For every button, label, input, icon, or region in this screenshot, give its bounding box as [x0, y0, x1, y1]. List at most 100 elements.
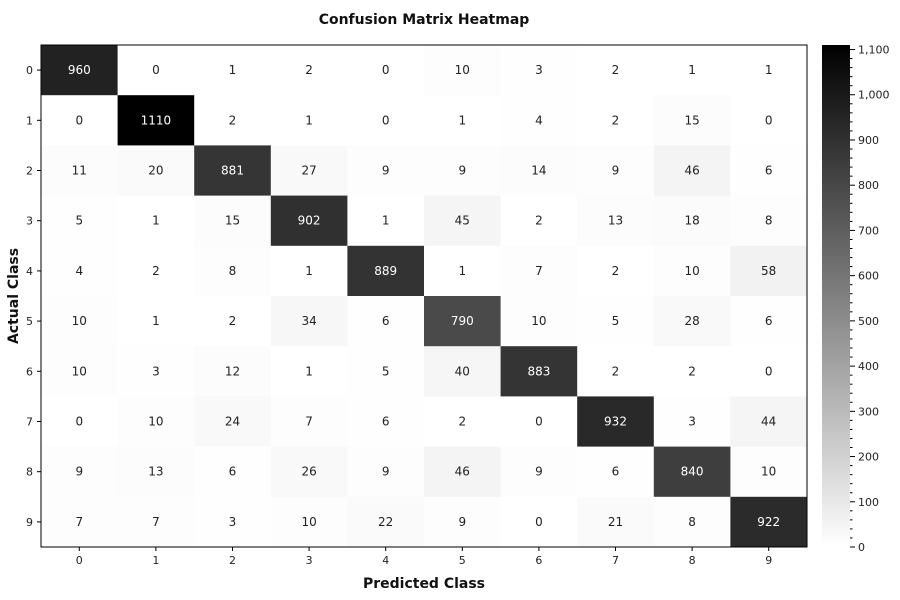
cell-value-label: 11 [72, 164, 87, 178]
x-tick-label: 8 [689, 554, 696, 567]
heatmap-cell [41, 145, 119, 197]
heatmap-cell [347, 346, 425, 397]
heatmap-cell [424, 195, 502, 247]
cell-value-label: 14 [531, 164, 546, 178]
heatmap-cell [500, 346, 578, 397]
heatmap-cell [730, 446, 808, 498]
heatmap-cell [730, 346, 808, 397]
cell-value-label: 0 [765, 113, 773, 127]
cell-value-label: 6 [765, 314, 773, 328]
colorbar-tick-label: 1,000 [858, 89, 890, 102]
heatmap-cell [194, 296, 272, 347]
heatmap-cell [653, 446, 731, 498]
heatmap-cell [500, 245, 578, 297]
cell-value-label: 15 [684, 113, 699, 127]
heatmap-cell [730, 496, 808, 548]
cell-value-label: 44 [761, 415, 776, 429]
cell-value-label: 4 [535, 113, 543, 127]
heatmap-cell [194, 446, 272, 498]
colorbar-tick-label: 0 [858, 541, 865, 554]
cell-value-label: 2 [535, 214, 543, 228]
heatmap-cell [577, 145, 655, 197]
heatmap-cell [41, 245, 119, 297]
colorbar-tick-label: 1,100 [858, 44, 890, 57]
cell-value-label: 2 [612, 264, 620, 278]
heatmap-cell [424, 296, 502, 347]
cell-value-label: 13 [608, 214, 623, 228]
heatmap-cell [117, 195, 195, 247]
y-tick-label: 5 [26, 315, 33, 328]
heatmap-cell [117, 145, 195, 197]
y-tick-label: 1 [26, 114, 33, 127]
heatmap-cells: 960 0 1 2 0 10 3 2 1 10 1110 2 1 0 1 4 2 15 011 20 881 27 9 9 14… [41, 45, 808, 548]
heatmap-cell [653, 346, 731, 397]
heatmap-cell [117, 346, 195, 397]
cell-value-label: 10 [148, 415, 163, 429]
cell-value-label: 24 [225, 415, 240, 429]
heatmap-cell [500, 496, 578, 548]
heatmap-cell [117, 496, 195, 548]
cell-value-label: 1 [305, 113, 313, 127]
heatmap-cell [347, 245, 425, 297]
y-tick-label: 3 [26, 215, 33, 228]
cell-value-label: 21 [608, 515, 623, 529]
heatmap-cell [653, 296, 731, 347]
cell-value-label: 1 [305, 364, 313, 378]
heatmap-cell [577, 195, 655, 247]
heatmap-cell [347, 95, 425, 146]
heatmap-cell [424, 446, 502, 498]
heatmap-cell [577, 496, 655, 548]
heatmap-cell [270, 45, 348, 96]
cell-value-label: 4 [75, 264, 83, 278]
x-tick-label: 9 [765, 554, 772, 567]
colorbar-tick-label: 800 [858, 179, 879, 192]
cell-value-label: 10 [684, 264, 699, 278]
heatmap-cell [653, 195, 731, 247]
cell-value-label: 8 [229, 264, 237, 278]
colorbar-ticks: 0 100 200 300 400 500 600 700 800 900 1,000 1,100 [850, 44, 890, 554]
cell-value-label: 2 [458, 415, 466, 429]
heatmap-cell [577, 296, 655, 347]
heatmap-cell [424, 95, 502, 146]
heatmap-cell [653, 45, 731, 96]
cell-value-label: 0 [535, 415, 543, 429]
heatmap-cell [424, 496, 502, 548]
cell-value-label: 2 [152, 264, 160, 278]
heatmap-cell [270, 346, 348, 397]
colorbar-tick-label: 900 [858, 134, 879, 147]
y-tick-label: 7 [26, 416, 33, 429]
cell-value-label: 15 [225, 214, 240, 228]
cell-value-label: 3 [229, 515, 237, 529]
cell-value-label: 46 [455, 465, 470, 479]
cell-value-label: 58 [761, 264, 776, 278]
cell-value-label: 6 [382, 415, 390, 429]
heatmap-cell [577, 245, 655, 297]
heatmap-cell [41, 446, 119, 498]
heatmap-cell [117, 45, 195, 96]
cell-value-label: 5 [612, 314, 620, 328]
heatmap-cell [500, 195, 578, 247]
cell-value-label: 10 [301, 515, 316, 529]
heatmap-cell [730, 145, 808, 197]
heatmap-cell [41, 195, 119, 247]
heatmap-cell [41, 396, 119, 448]
cell-value-label: 1 [152, 314, 160, 328]
heatmap-cell [194, 245, 272, 297]
cell-value-label: 12 [225, 364, 240, 378]
heatmap-cell [347, 145, 425, 197]
heatmap-cell [500, 396, 578, 448]
x-axis-label: Predicted Class [363, 576, 485, 592]
cell-value-label: 27 [301, 164, 316, 178]
cell-value-label: 13 [148, 465, 163, 479]
heatmap-cell [730, 396, 808, 448]
y-tick-label: 0 [26, 64, 33, 77]
heatmap-cell [347, 45, 425, 96]
heatmap-cell [730, 195, 808, 247]
cell-value-label: 28 [684, 314, 699, 328]
cell-value-label: 40 [455, 364, 470, 378]
cell-value-label: 2 [305, 63, 313, 77]
heatmap-cell [653, 145, 731, 197]
cell-value-label: 1 [229, 63, 237, 77]
cell-value-label: 9 [458, 515, 466, 529]
colorbar-tick-label: 400 [858, 360, 879, 373]
